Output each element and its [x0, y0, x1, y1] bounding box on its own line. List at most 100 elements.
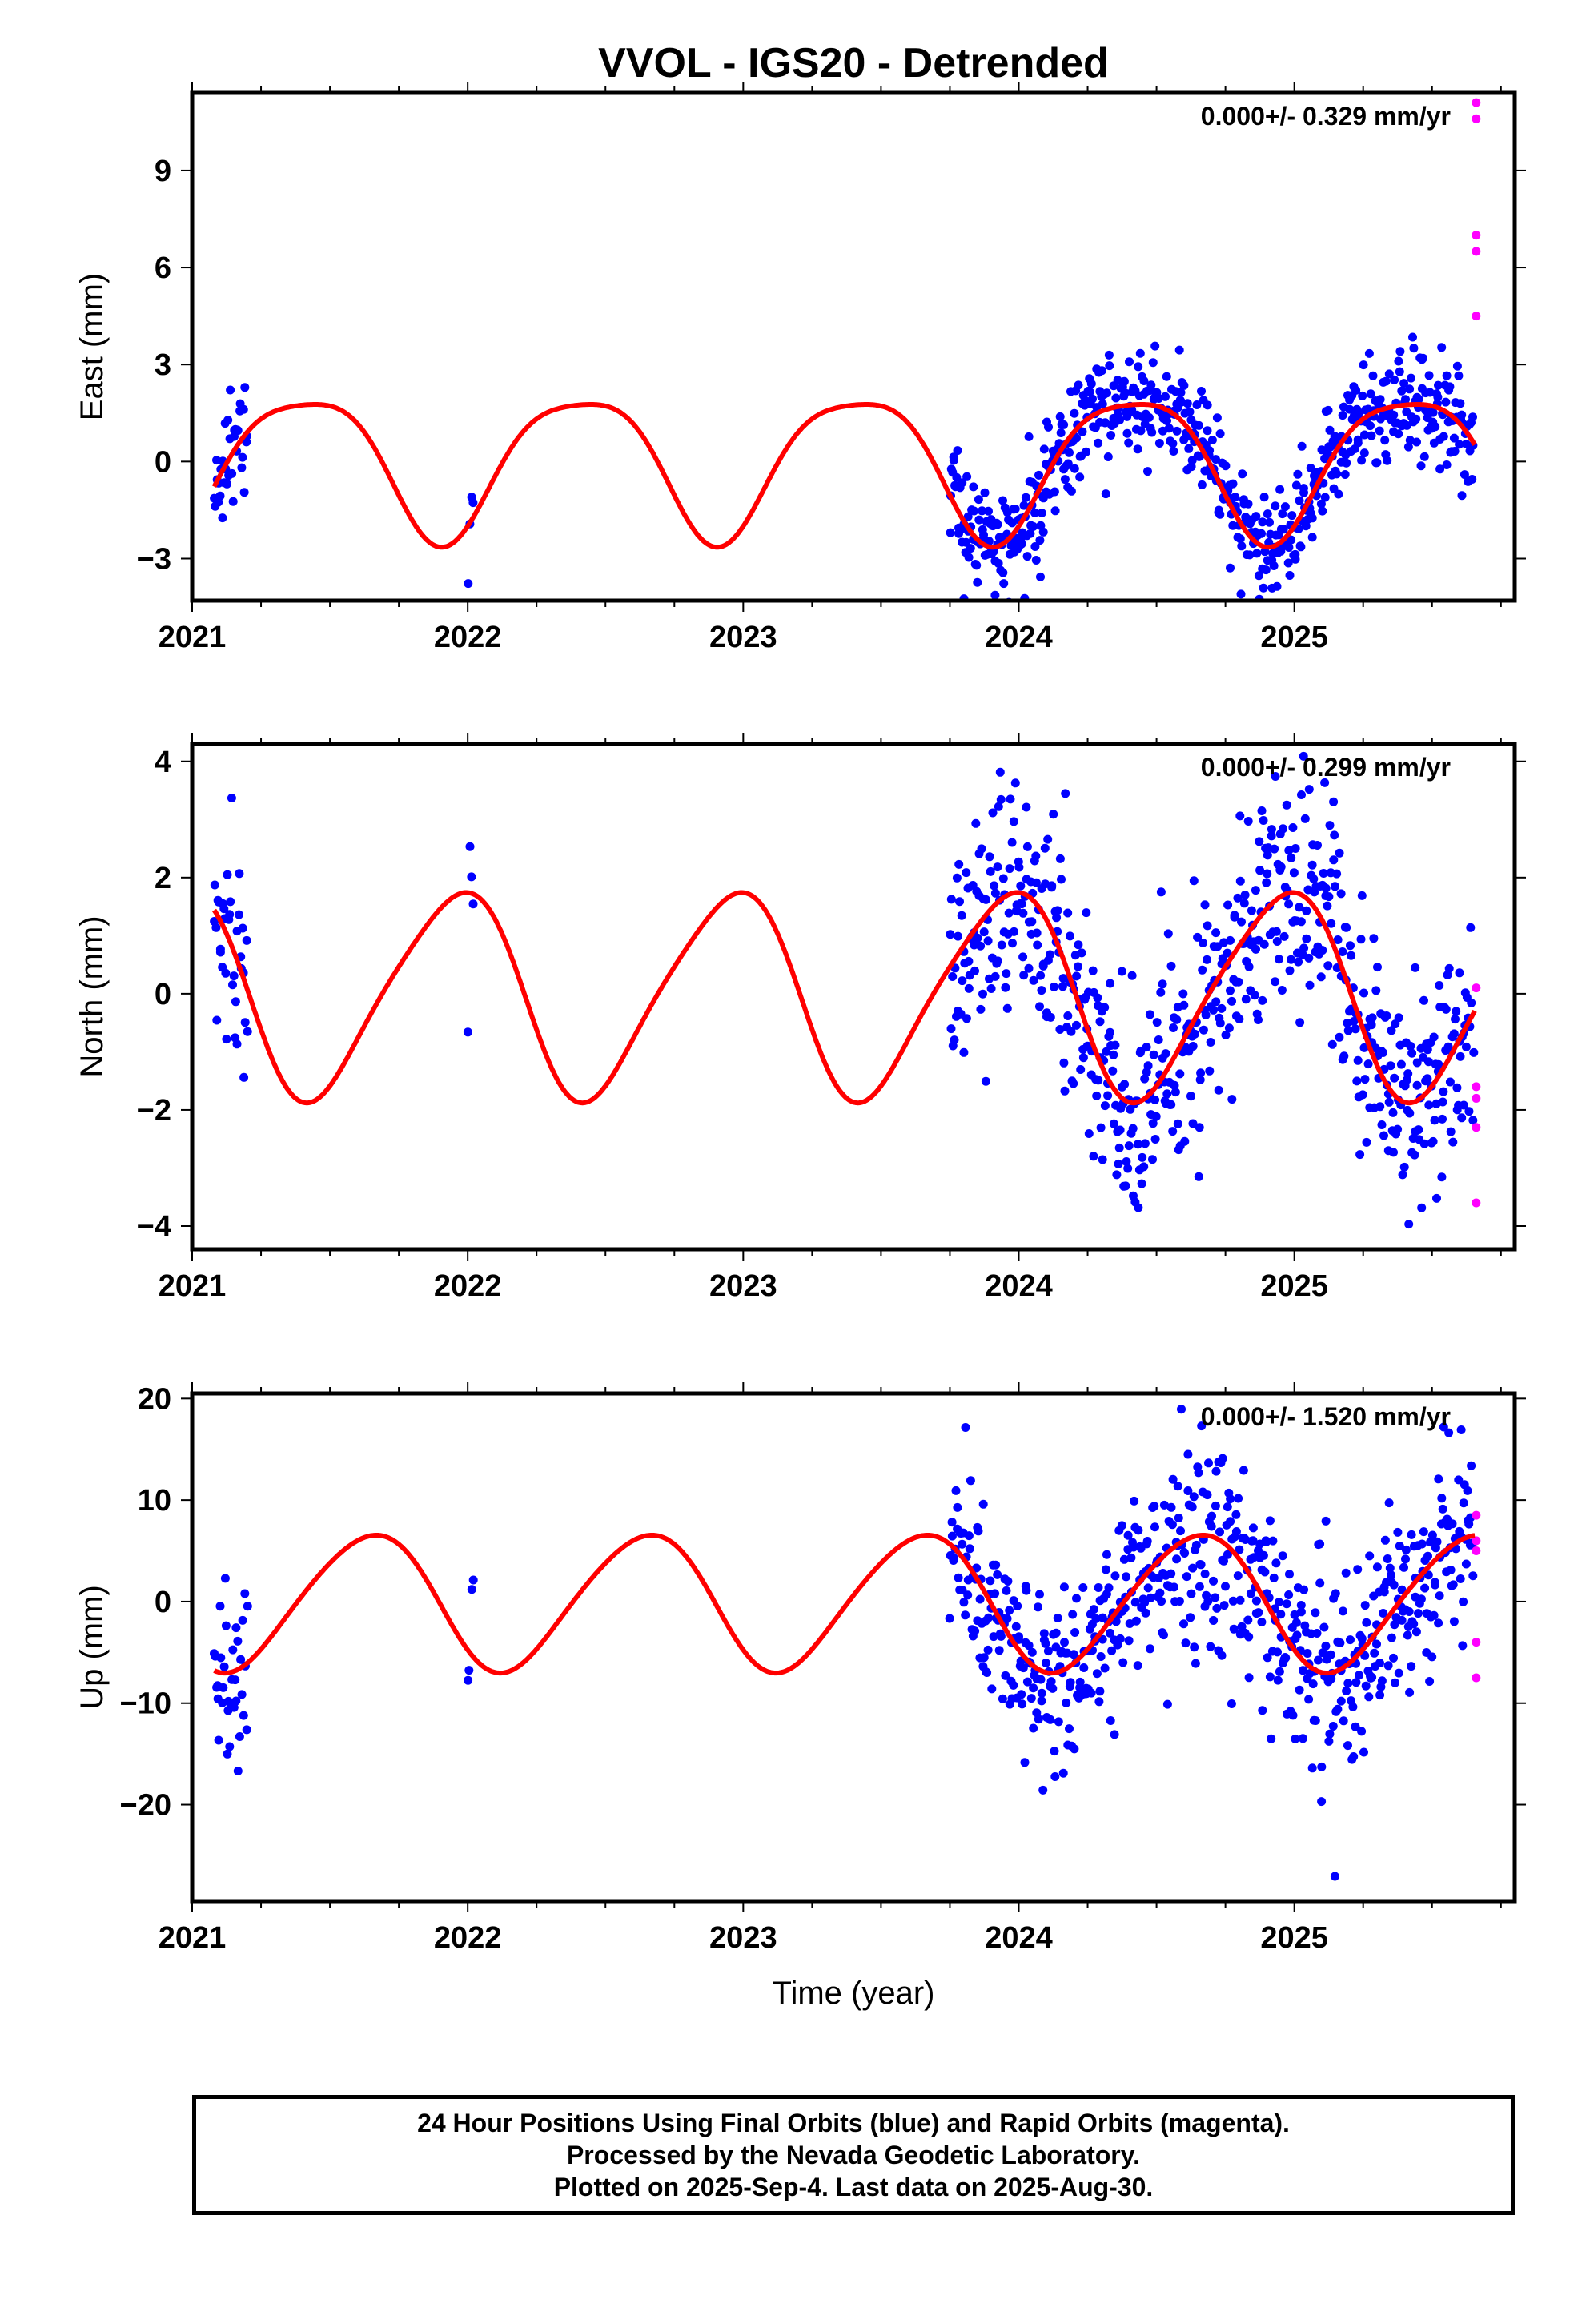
north-final-point [1032, 928, 1042, 938]
north-final-point [1377, 1120, 1387, 1129]
north-final-point [1469, 1047, 1479, 1057]
north-final-point [1063, 908, 1073, 918]
north-final-point [1196, 1068, 1206, 1078]
up-final-point [219, 1662, 229, 1671]
up-final-point [1207, 1522, 1216, 1531]
north-final-point [1373, 963, 1382, 972]
caption-line-processor: Processed by the Nevada Geodetic Laborat… [566, 2141, 1141, 2169]
up-final-point [1207, 1511, 1216, 1521]
east-final-point [1397, 386, 1407, 396]
east-final-point [1119, 376, 1129, 386]
east-final-point [1162, 372, 1171, 381]
up-final-point [1379, 1587, 1389, 1597]
east-final-point [1243, 499, 1253, 509]
north-final-point [1055, 854, 1065, 863]
north-final-point [1206, 1038, 1215, 1047]
north-final-point [1457, 1113, 1467, 1123]
east-final-point [1332, 469, 1342, 479]
up-final-point [1325, 1729, 1335, 1739]
north-final-point [1166, 961, 1176, 971]
east-final-point [1211, 455, 1220, 464]
north-final-point [1327, 1039, 1337, 1049]
east-final-point [1075, 472, 1085, 482]
east-final-point [998, 568, 1008, 577]
chart-title: VVOL - IGS20 - Detrended [598, 40, 1109, 86]
up-final-point [1209, 1576, 1218, 1586]
east-final-point [1195, 420, 1203, 430]
up-final-point [1359, 1747, 1368, 1757]
east-final-point [964, 553, 974, 562]
east-final-point [1139, 376, 1149, 385]
up-final-point [1401, 1545, 1411, 1554]
up-final-point [1372, 1639, 1381, 1649]
up-final-point [1095, 1687, 1105, 1696]
north-final-point [212, 1015, 222, 1025]
east-final-point [1236, 589, 1246, 599]
east-final-point [1133, 444, 1142, 454]
up-final-point [1407, 1662, 1416, 1671]
up-final-point [1187, 1502, 1197, 1512]
north-final-point [1359, 1043, 1369, 1052]
east-final-point [1445, 382, 1455, 392]
up-final-point [1134, 1526, 1143, 1535]
east-final-point [1299, 488, 1308, 497]
north-y-tick-label: −2 [137, 1094, 171, 1128]
east-final-point [1259, 583, 1268, 593]
north-final-point [1077, 948, 1086, 958]
east-final-point [1136, 426, 1146, 436]
up-final-point [1180, 1549, 1190, 1558]
up-final-point [1244, 1673, 1254, 1683]
up-final-point [1209, 1616, 1219, 1625]
up-final-point [228, 1645, 238, 1655]
up-final-point [1447, 1519, 1457, 1529]
north-final-point [1017, 899, 1026, 909]
north-final-point [1234, 977, 1243, 987]
up-final-point [993, 1570, 1002, 1579]
east-final-point [223, 479, 231, 489]
east-final-point [1017, 539, 1026, 549]
north-final-point [1149, 1050, 1158, 1059]
north-rapid-point [1472, 1198, 1481, 1208]
up-final-point [237, 1690, 247, 1699]
north-final-point [1379, 1048, 1387, 1057]
east-final-point [1221, 461, 1231, 471]
north-final-point [467, 872, 476, 882]
caption-box: 24 Hour Positions Using Final Orbits (bl… [192, 2095, 1515, 2215]
east-final-point [1325, 425, 1335, 435]
north-final-point [1098, 1155, 1107, 1164]
north-final-point [990, 971, 1000, 981]
north-final-point [1009, 817, 1018, 826]
north-final-point [983, 936, 993, 946]
north-final-point [1313, 841, 1322, 850]
east-final-point [468, 498, 478, 508]
north-x-tick-label: 2021 [159, 1269, 227, 1303]
up-final-point [1062, 1698, 1071, 1707]
east-final-point [1384, 369, 1394, 379]
up-final-point [1456, 1574, 1465, 1583]
east-final-point [1460, 470, 1469, 480]
north-final-point [1161, 1049, 1170, 1059]
north-final-point [1405, 1108, 1415, 1118]
east-final-point [1150, 341, 1160, 351]
north-final-point [465, 842, 475, 851]
up-final-point [1195, 1582, 1204, 1591]
north-rate-label: 0.000+/- 0.299 mm/yr [1201, 753, 1451, 782]
north-final-point [1024, 963, 1034, 973]
north-final-point [232, 1039, 242, 1049]
east-final-point [1293, 469, 1303, 479]
east-final-point [1394, 429, 1403, 439]
east-final-point [1185, 407, 1195, 416]
north-final-point [1198, 965, 1207, 975]
north-final-point [982, 895, 990, 904]
north-final-point [1137, 1179, 1146, 1188]
east-final-point [1284, 543, 1294, 552]
east-final-point [1024, 432, 1034, 441]
east-final-point [1182, 399, 1192, 408]
up-final-point [1318, 1648, 1327, 1658]
east-final-point [1454, 371, 1464, 380]
up-final-point [1146, 1644, 1154, 1654]
up-final-point [1215, 1527, 1224, 1537]
up-final-point [1048, 1683, 1058, 1693]
up-final-point [1079, 1663, 1089, 1672]
up-final-point [1298, 1734, 1307, 1743]
